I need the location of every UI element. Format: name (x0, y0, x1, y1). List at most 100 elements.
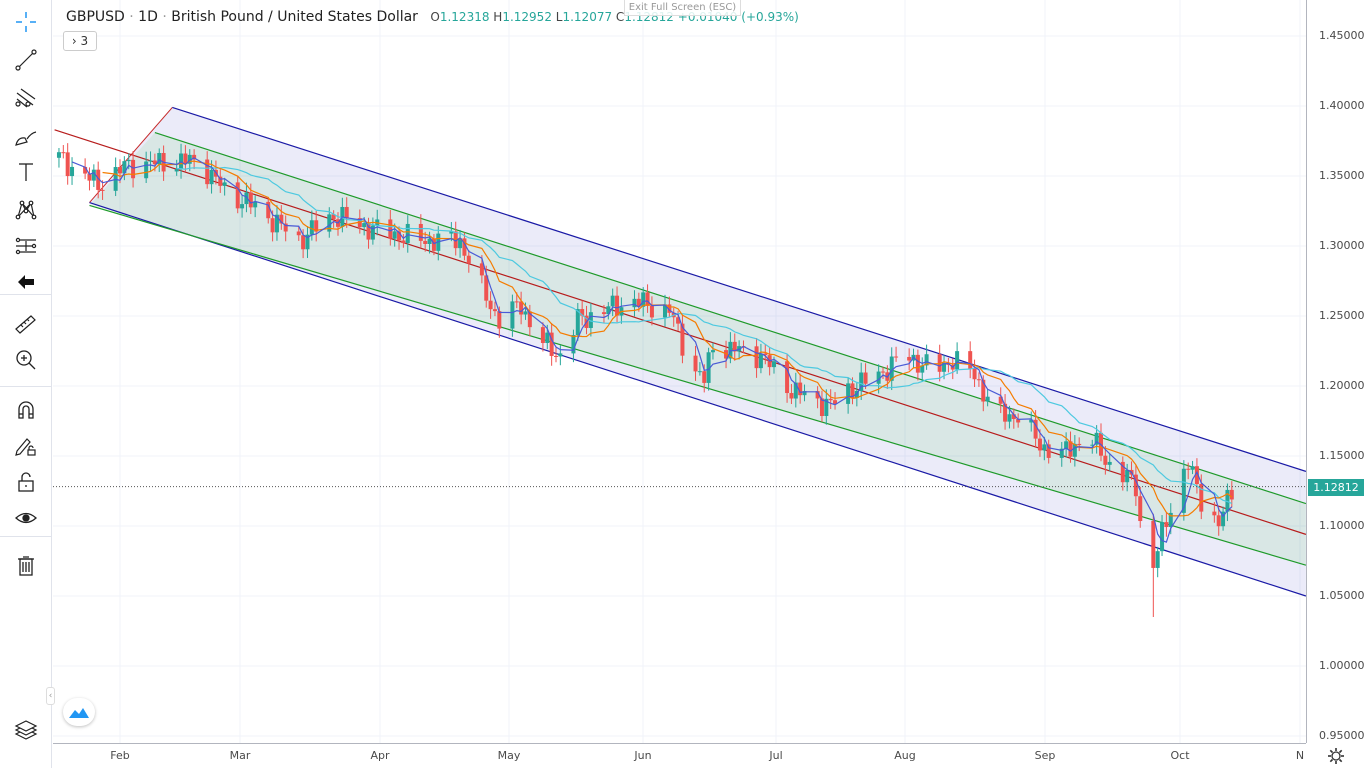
candle-body (558, 353, 563, 357)
candle-body (976, 379, 981, 381)
toolbar-divider (0, 294, 52, 295)
candle-body (697, 371, 702, 373)
candle-body (937, 354, 942, 372)
candle-body (710, 350, 715, 353)
price-label: 1.10000 (1319, 519, 1365, 532)
indicators-toggle-button[interactable]: › 3 (63, 31, 97, 51)
candle-body (540, 327, 545, 344)
candle-body (850, 383, 855, 398)
candle-body (815, 391, 820, 399)
candle-body (667, 304, 672, 313)
interval[interactable]: 1D (138, 9, 158, 25)
unlock-icon[interactable] (10, 468, 42, 496)
candle-body (828, 398, 833, 401)
candle-body (266, 201, 271, 219)
candle-body (1007, 414, 1012, 422)
ohlc-values: O1.12318 H1.12952 L1.12077 C1.12812 +0.0… (430, 10, 799, 24)
magnet-icon[interactable] (10, 396, 42, 424)
candle-body (362, 223, 367, 228)
candle-body (819, 398, 824, 417)
candle-body (519, 301, 524, 315)
candle-body (575, 309, 580, 336)
toolbar-divider (0, 386, 52, 387)
candle-body (610, 295, 615, 307)
time-axis[interactable]: Feb Mar Apr May Jun Jul Aug Sep Oct N (53, 743, 1306, 768)
candle-body (449, 231, 454, 234)
layers-icon[interactable] (10, 716, 42, 744)
candle-body (70, 166, 75, 177)
month-label: Feb (110, 749, 130, 762)
settings-gear-icon[interactable] (1326, 746, 1346, 766)
candle-body (240, 204, 245, 209)
current-price-label: 1.12812 (1308, 479, 1364, 496)
trash-icon[interactable] (10, 552, 42, 580)
candle-body (1120, 461, 1125, 483)
candle-body (706, 352, 711, 383)
back-arrow-icon[interactable] (10, 268, 42, 296)
collapse-toolbar-button[interactable]: ‹ (46, 687, 55, 705)
ma-slow-line (176, 166, 1233, 504)
trend-line-icon[interactable] (10, 46, 42, 74)
candle-body (1181, 468, 1186, 513)
candle-body (1133, 474, 1138, 497)
candle-body (183, 153, 188, 164)
zoom-in-icon[interactable] (10, 346, 42, 374)
candle-body (244, 192, 249, 205)
candle-body (1199, 484, 1204, 512)
prediction-icon[interactable] (10, 232, 42, 260)
candle-body (218, 176, 223, 186)
month-label: Sep (1034, 749, 1056, 762)
lock-drawing-icon[interactable] (10, 432, 42, 460)
candle-body (91, 169, 96, 181)
sep: · (129, 9, 134, 25)
candle-body (405, 223, 410, 244)
price-axis[interactable]: 1.45000 1.40000 1.35000 1.30000 1.25000 1.200… (1306, 0, 1366, 743)
description: British Pound / United States Dollar (171, 9, 418, 25)
candle-body (61, 152, 66, 154)
candle-body (758, 353, 763, 369)
ruler-icon[interactable] (10, 310, 42, 338)
candle-body (732, 341, 737, 352)
price-label: 0.95000 (1319, 729, 1365, 742)
pattern-icon[interactable] (10, 196, 42, 224)
candle-body (754, 346, 759, 369)
chart-canvas[interactable] (53, 0, 1307, 743)
candle-body (1029, 419, 1034, 423)
candle-body (148, 160, 153, 162)
candle-body (1064, 441, 1069, 449)
candle-body (192, 154, 197, 160)
candle-body (1225, 489, 1230, 512)
candle-body (427, 238, 432, 244)
tradingview-logo-icon[interactable] (63, 698, 95, 726)
month-label: Apr (370, 749, 390, 762)
candle-body (924, 354, 929, 366)
candle-body (279, 214, 284, 224)
pitchfork-icon[interactable] (10, 84, 42, 112)
candle-body (1059, 448, 1064, 458)
candle-body (388, 219, 393, 239)
candle-body (702, 371, 707, 383)
candle-body (331, 214, 336, 220)
candle-body (1155, 551, 1160, 568)
text-icon[interactable] (10, 158, 42, 186)
candle-body (680, 323, 685, 356)
candle-body (65, 152, 70, 177)
symbol[interactable]: GBPUSD (66, 9, 125, 25)
crosshair-icon[interactable] (10, 8, 42, 36)
candle-body (283, 223, 288, 232)
toolbar-divider (0, 536, 52, 537)
candle-body (1221, 511, 1226, 527)
brush-icon[interactable] (10, 122, 42, 150)
candle-body (392, 231, 397, 239)
candle-body (401, 240, 406, 244)
candle-body (344, 206, 349, 219)
candle-body (366, 223, 371, 240)
eye-icon[interactable] (10, 504, 42, 532)
chart-pane[interactable] (53, 0, 1307, 743)
candle-body (663, 304, 667, 318)
candle-body (588, 312, 593, 328)
candle-body (985, 396, 990, 402)
candle-body (1138, 496, 1143, 522)
candle-body (876, 371, 881, 384)
exit-fullscreen-tooltip[interactable]: Exit Full Screen (ESC) (624, 0, 741, 16)
